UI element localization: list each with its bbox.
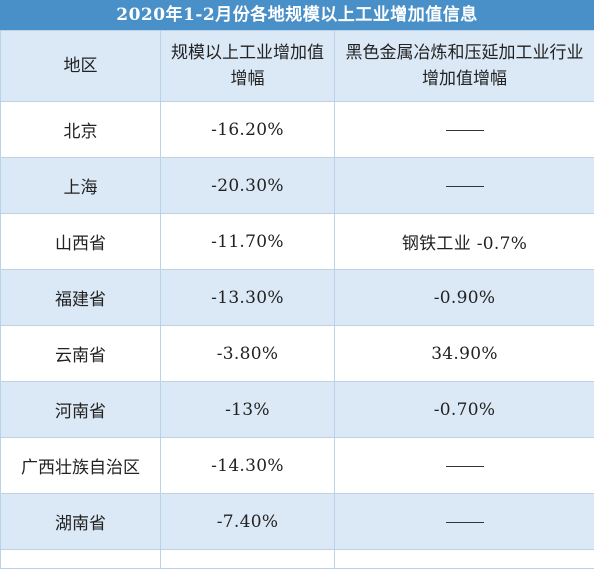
cell-industry-growth-text: -11.70% (211, 232, 284, 252)
table-row: 河南省 -13% -0.70% (1, 382, 594, 438)
cell-industry-growth: -14.30% (161, 438, 335, 494)
cell-region-text: 湖南省 (55, 514, 106, 534)
cell-region: 上海 (1, 158, 161, 214)
cell-region: 山西省 (1, 214, 161, 270)
cell-region-text: 河南省 (55, 402, 106, 422)
cell-steel-growth: —— (335, 102, 594, 158)
cell-steel-growth-text: 钢铁工业 -0.7% (402, 234, 527, 254)
cell-steel-growth: 34.90% (335, 326, 594, 382)
cell-steel-growth-text: -0.70% (434, 400, 496, 420)
cell-industry-growth: -13% (161, 382, 335, 438)
cell-steel-growth-text: —— (446, 186, 484, 187)
cell-steel-growth: —— (335, 158, 594, 214)
cell-industry-growth-text: -20.30% (211, 176, 284, 196)
cell-industry-growth: -13.30% (161, 270, 335, 326)
cell-region-text: 上海 (64, 178, 98, 198)
cell-industry-growth-text: -16.20% (211, 120, 284, 140)
cell-industry-growth-text: -13% (225, 400, 270, 420)
cell-industry-growth: -7.40% (161, 494, 335, 550)
cell-region: 云南省 (1, 326, 161, 382)
table-row-partial (1, 550, 594, 569)
table-row: 云南省 -3.80% 34.90% (1, 326, 594, 382)
table-row: 北京 -16.20% —— (1, 102, 594, 158)
header-steel-growth: 黑色金属冶炼和压延加工业行业增加值增幅 (335, 31, 594, 102)
cell-industry-growth: -16.20% (161, 102, 335, 158)
cell-industry-growth-text: -3.80% (217, 344, 279, 364)
table-body: 北京 -16.20% —— 上海 -20.30% —— 山西省 -11.70% 钢铁工业 -0.… (1, 102, 594, 569)
cell-industry-growth-text: -7.40% (217, 512, 279, 532)
cell-steel-growth: -0.90% (335, 270, 594, 326)
header-row: 地区 规模以上工业增加值增幅 黑色金属冶炼和压延加工业行业增加值增幅 (1, 31, 594, 102)
table-row: 广西壮族自治区 -14.30% —— (1, 438, 594, 494)
cell-industry-growth: -20.30% (161, 158, 335, 214)
cell-region: 河南省 (1, 382, 161, 438)
cell-steel-growth-text: —— (446, 466, 484, 467)
table-row: 福建省 -13.30% -0.90% (1, 270, 594, 326)
cell-steel-growth: —— (335, 494, 594, 550)
cell-industry-growth: -11.70% (161, 214, 335, 270)
cell-steel-growth: 钢铁工业 -0.7% (335, 214, 594, 270)
cell-region: 湖南省 (1, 494, 161, 550)
header-industry-growth: 规模以上工业增加值增幅 (161, 31, 335, 102)
cell-steel-growth-text: —— (446, 522, 484, 523)
cell-region-text: 山西省 (55, 234, 106, 254)
cell-region-text: 北京 (64, 122, 98, 142)
cell-region: 北京 (1, 102, 161, 158)
cell-empty (1, 550, 161, 569)
cell-industry-growth-text: -13.30% (211, 288, 284, 308)
table-row: 湖南省 -7.40% —— (1, 494, 594, 550)
cell-steel-growth-text: -0.90% (434, 288, 496, 308)
cell-region: 广西壮族自治区 (1, 438, 161, 494)
cell-steel-growth-text: —— (446, 130, 484, 131)
cell-industry-growth-text: -14.30% (211, 456, 284, 476)
cell-steel-growth: -0.70% (335, 382, 594, 438)
cell-region-text: 云南省 (55, 346, 106, 366)
table-row: 山西省 -11.70% 钢铁工业 -0.7% (1, 214, 594, 270)
cell-steel-growth-text: 34.90% (431, 344, 498, 364)
growth-table: 地区 规模以上工业增加值增幅 黑色金属冶炼和压延加工业行业增加值增幅 北京 -16… (0, 30, 594, 569)
cell-industry-growth: -3.80% (161, 326, 335, 382)
cell-empty (335, 550, 594, 569)
cell-region-text: 广西壮族自治区 (21, 458, 140, 478)
cell-region-text: 福建省 (55, 290, 106, 310)
table-title: 2020年1-2月份各地规模以上工业增加值信息 (0, 0, 594, 30)
cell-empty (161, 550, 335, 569)
cell-region: 福建省 (1, 270, 161, 326)
cell-steel-growth: —— (335, 438, 594, 494)
table-row: 上海 -20.30% —— (1, 158, 594, 214)
header-region: 地区 (1, 31, 161, 102)
